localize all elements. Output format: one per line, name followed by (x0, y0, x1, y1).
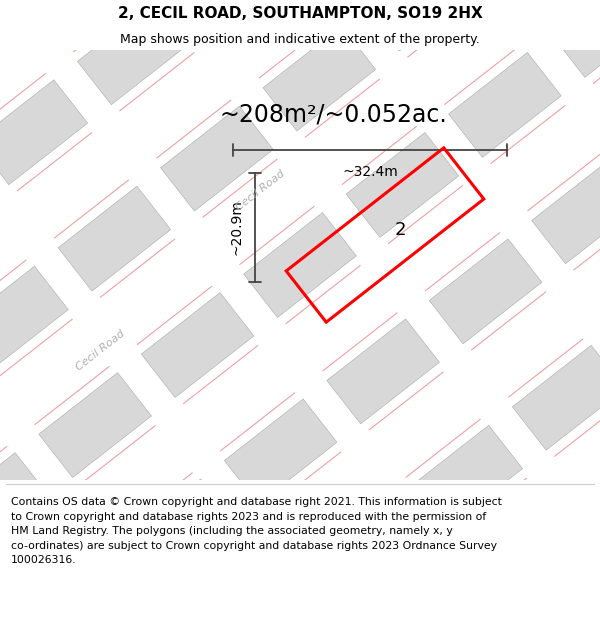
Text: ~32.4m: ~32.4m (342, 165, 398, 179)
Polygon shape (0, 452, 49, 558)
Text: Cecil Road: Cecil Road (74, 328, 127, 372)
Polygon shape (39, 372, 151, 478)
Text: 2: 2 (394, 221, 406, 239)
Text: Cecil Road: Cecil Road (233, 168, 286, 212)
Text: ~208m²/~0.052ac.: ~208m²/~0.052ac. (220, 103, 448, 127)
Polygon shape (180, 0, 293, 24)
Polygon shape (122, 479, 235, 584)
Polygon shape (77, 0, 190, 105)
Polygon shape (307, 506, 420, 610)
Polygon shape (80, 0, 600, 625)
Polygon shape (58, 186, 171, 291)
Polygon shape (0, 266, 68, 371)
Polygon shape (410, 425, 523, 530)
Polygon shape (365, 0, 478, 51)
Polygon shape (0, 0, 5, 78)
Polygon shape (183, 0, 600, 587)
Text: 2, CECIL ROAD, SOUTHAMPTON, SO19 2HX: 2, CECIL ROAD, SOUTHAMPTON, SO19 2HX (118, 6, 482, 21)
Polygon shape (0, 56, 600, 625)
Polygon shape (551, 0, 600, 78)
Polygon shape (263, 26, 376, 131)
Text: Contains OS data © Crown copyright and database right 2021. This information is : Contains OS data © Crown copyright and d… (11, 498, 502, 565)
Polygon shape (327, 319, 439, 424)
Polygon shape (493, 532, 600, 625)
Polygon shape (595, 452, 600, 556)
Text: ~20.9m: ~20.9m (229, 199, 243, 256)
Polygon shape (0, 0, 417, 625)
Polygon shape (19, 559, 132, 625)
Polygon shape (0, 0, 600, 474)
Polygon shape (161, 106, 273, 211)
Polygon shape (141, 292, 254, 398)
Polygon shape (512, 345, 600, 450)
Polygon shape (224, 399, 337, 504)
Polygon shape (449, 52, 561, 158)
Polygon shape (205, 586, 317, 625)
Polygon shape (532, 159, 600, 264)
Polygon shape (0, 0, 520, 625)
Polygon shape (391, 612, 503, 625)
Polygon shape (346, 132, 459, 238)
Polygon shape (0, 0, 600, 581)
Text: Map shows position and indicative extent of the property.: Map shows position and indicative extent… (120, 32, 480, 46)
Polygon shape (244, 213, 356, 318)
Polygon shape (0, 162, 600, 625)
Polygon shape (0, 0, 600, 368)
Polygon shape (0, 80, 88, 185)
Polygon shape (429, 239, 542, 344)
